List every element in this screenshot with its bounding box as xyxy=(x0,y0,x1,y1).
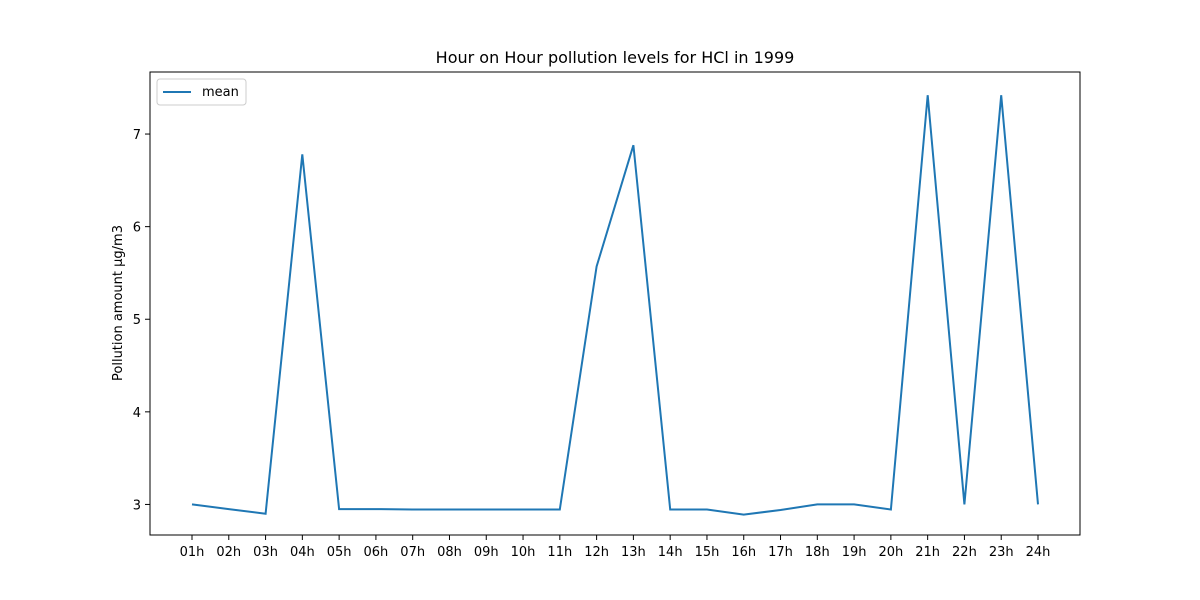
x-tick-label: 05h xyxy=(327,545,352,560)
plot-frame xyxy=(149,71,1081,536)
x-tick-label: 19h xyxy=(842,545,867,560)
y-tick-label: 7 xyxy=(133,128,141,143)
y-tick-label: 4 xyxy=(133,406,141,421)
chart-title: Hour on Hour pollution levels for HCl in… xyxy=(436,48,795,67)
series-line-mean xyxy=(191,95,1039,516)
x-tick-label: 17h xyxy=(768,545,793,560)
y-axis: 3 4 5 6 7 xyxy=(133,128,150,513)
legend-box xyxy=(156,78,247,106)
x-tick-label: 13h xyxy=(621,545,646,560)
x-tick-label: 20h xyxy=(878,545,903,560)
x-tick-label: 24h xyxy=(1026,545,1051,560)
x-tick-label: 06h xyxy=(364,545,389,560)
x-tick-label: 10h xyxy=(511,545,536,560)
x-tick-label: 18h xyxy=(805,545,830,560)
x-tick-label: 08h xyxy=(437,545,462,560)
x-tick-label: 09h xyxy=(474,545,499,560)
legend-label: mean xyxy=(202,85,239,100)
x-tick-label: 15h xyxy=(695,545,720,560)
x-tick-label: 16h xyxy=(731,545,756,560)
x-tick-label: 03h xyxy=(253,545,278,560)
x-tick-label: 11h xyxy=(547,545,572,560)
y-axis-label: Pollution amount µg/m3 xyxy=(111,225,126,381)
x-tick-label: 21h xyxy=(915,545,940,560)
x-tick-label: 23h xyxy=(989,545,1014,560)
x-tick-label: 01h xyxy=(180,545,205,560)
x-tick-label: 02h xyxy=(216,545,241,560)
y-tick-label: 5 xyxy=(133,313,141,328)
y-tick-label: 6 xyxy=(133,221,141,236)
x-tick-label: 04h xyxy=(290,545,315,560)
x-axis: 01h 02h 03h 04h 05h 06h 07h 08h 09h 10h 11h 12h 13h 1… xyxy=(180,535,1051,560)
plot-area xyxy=(149,71,1081,536)
x-tick-label: 12h xyxy=(584,545,609,560)
x-tick-label: 14h xyxy=(658,545,683,560)
series-layer xyxy=(191,95,1039,516)
y-tick-label: 3 xyxy=(133,498,141,513)
x-tick-label: 22h xyxy=(952,545,977,560)
x-tick-label: 07h xyxy=(400,545,425,560)
legend: mean xyxy=(156,78,247,106)
